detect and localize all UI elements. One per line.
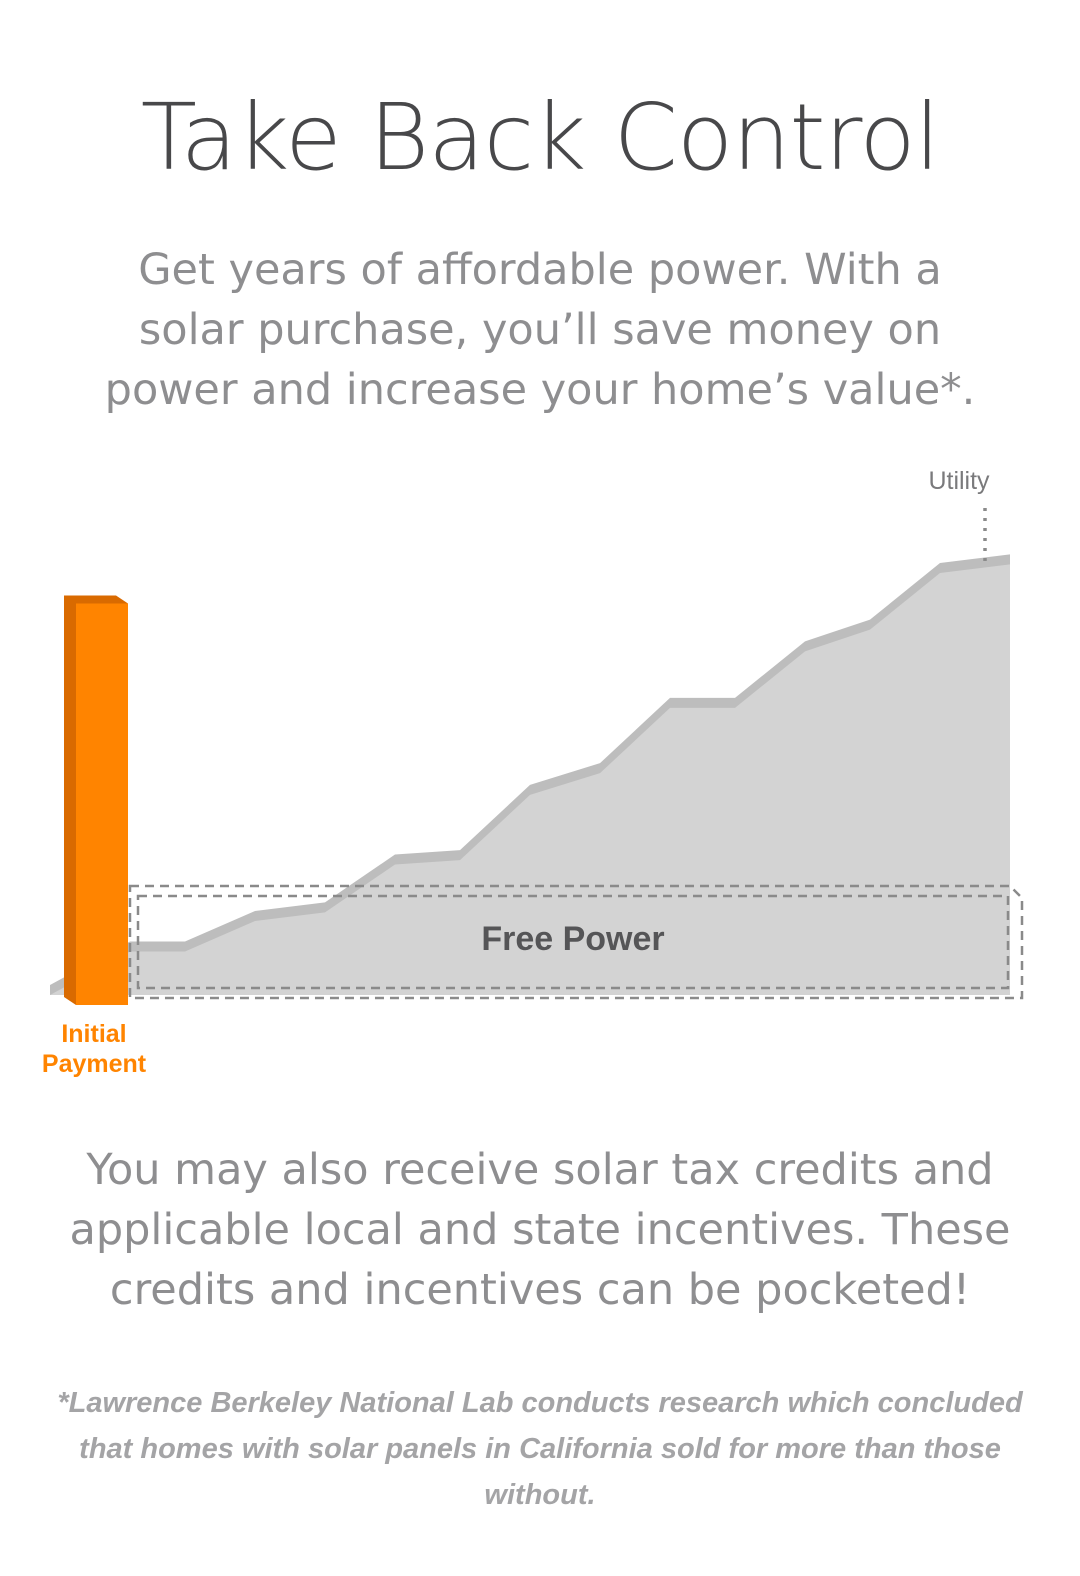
initial-payment-label: Initial Payment <box>42 1020 147 1078</box>
utility-label: Utility <box>928 467 990 495</box>
free-power-label: Free Power <box>481 920 664 958</box>
savings-chart: Free Power Utility Initial Payment <box>0 450 1080 1100</box>
intro-text: Get years of affordable power. With a so… <box>104 245 976 415</box>
initial-payment-bar-side <box>64 595 128 1005</box>
initial-payment-bar-group <box>64 595 128 1005</box>
initial-payment-bar <box>76 603 128 1005</box>
initial-payment-label-line2: Payment <box>42 1050 147 1078</box>
utility-area-layer <box>50 554 1010 995</box>
initial-payment-label-line1: Initial <box>61 1020 126 1048</box>
free-power-band-inner <box>136 894 1010 990</box>
free-power-band: Free Power <box>128 884 1024 1000</box>
free-power-band-outline <box>128 884 1024 1000</box>
incentives-text: You may also receive solar tax credits a… <box>69 1145 1011 1315</box>
page-title: Take Back Control <box>140 84 940 191</box>
utility-area <box>50 564 1010 995</box>
footnote-text: *Lawrence Berkeley National Lab conducts… <box>57 1387 1023 1511</box>
chart-canvas: Free Power Utility Initial Payment <box>42 467 1024 1078</box>
utility-marker: Utility <box>928 467 990 562</box>
